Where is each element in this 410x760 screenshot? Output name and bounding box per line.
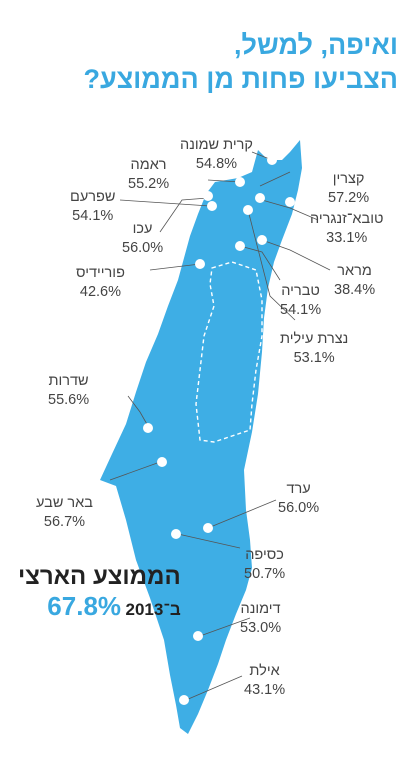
place-value: 42.6% (79, 284, 122, 300)
city-dot-nazareth-illit (243, 205, 253, 215)
city-dot-fureidis (195, 259, 205, 269)
label-nazareth-illit: נצרת עילית 53.1% (280, 330, 348, 368)
place-name: באר שבע (36, 495, 93, 511)
label-sderot: שדרות 55.6% (48, 372, 89, 410)
place-name: דימונה (240, 601, 281, 617)
place-value: 38.4% (334, 282, 376, 298)
leader-line (239, 245, 281, 281)
city-dot-eilat (179, 695, 189, 705)
place-value: 55.6% (48, 392, 90, 408)
place-value: 55.2% (128, 176, 170, 192)
leader-line (177, 533, 241, 549)
city-dot-arad (203, 523, 213, 533)
place-value: 56.0% (122, 240, 164, 256)
city-dot-sderot (143, 423, 153, 433)
city-dot-akko (203, 191, 213, 201)
leader-line (127, 395, 149, 427)
page-title: ואיפה, למשל, הצביעו פחות מן הממוצע? (84, 28, 398, 96)
leader-line (109, 461, 161, 481)
label-eilat: אילת 43.1% (244, 662, 285, 700)
place-name: ערד (286, 481, 311, 497)
place-value: 57.2% (328, 190, 370, 206)
leader-line (259, 171, 291, 187)
city-dot-tuba-zangariyye (285, 197, 295, 207)
place-value: 54.8% (195, 156, 238, 172)
west-bank-border (195, 261, 263, 443)
place-name: אילת (249, 663, 280, 679)
city-dot-kuseife (171, 529, 181, 539)
label-tuba-zangariyye: טובא־זנגריה 33.1% (310, 210, 383, 248)
place-value: 50.7% (244, 566, 286, 582)
place-name: שדרות (48, 373, 89, 389)
label-maghar: מראר 38.4% (334, 262, 375, 300)
leader-line (247, 209, 296, 321)
place-name: טובא־זנגריה (310, 211, 384, 227)
label-rama: ראמה 55.2% (128, 156, 169, 194)
place-name: נצרת עילית (280, 331, 349, 347)
leader-line (185, 675, 243, 701)
place-value: 53.1% (293, 350, 335, 366)
place-value: 56.0% (278, 500, 320, 516)
leader-line (159, 197, 209, 233)
leader-line (149, 263, 201, 271)
label-fureidis: פוריידיס 42.6% (76, 264, 125, 302)
city-dot-tiberias (235, 241, 245, 251)
city-dot-beersheba (157, 457, 167, 467)
label-katzrin: קצרין 57.2% (328, 170, 369, 208)
connector-lines (109, 151, 331, 701)
national-average-year: ב־2013 (125, 600, 181, 619)
place-value: 53.0% (240, 620, 282, 636)
label-beersheba: באר שבע 56.7% (36, 494, 93, 532)
leader-line (261, 239, 331, 271)
label-shfaram: שפרעם 54.1% (70, 188, 115, 226)
city-dot-kiryat-shmona (267, 155, 277, 165)
place-value: 33.1% (326, 230, 368, 246)
city-dot-shfaram (207, 201, 217, 211)
leader-line (119, 199, 211, 207)
place-name: שפרעם (70, 189, 116, 205)
leader-line (207, 179, 241, 183)
place-value: 54.1% (72, 208, 114, 224)
city-dot-maghar (257, 235, 267, 245)
leader-line (207, 499, 277, 529)
label-kuseife: כסיפה 50.7% (244, 546, 285, 584)
country-shape (100, 140, 302, 734)
title-line-1: ואיפה, למשל, (234, 30, 398, 60)
label-dimona: דימונה 53.0% (240, 600, 281, 638)
national-average: הממוצע הארצי ב־2013 67.8% (18, 563, 181, 622)
leader-line (261, 199, 319, 221)
place-name: קרית שמונה (180, 137, 253, 153)
national-average-row: ב־2013 67.8% (18, 591, 181, 622)
place-name: ראמה (130, 157, 167, 173)
city-dot-dimona (193, 631, 203, 641)
place-name: קצרין (332, 171, 365, 187)
label-tiberias: טבריה 54.1% (280, 282, 321, 320)
place-name: עכו (132, 221, 153, 237)
place-name: כסיפה (245, 547, 284, 563)
national-average-value: 67.8% (47, 591, 122, 621)
city-dots (143, 155, 295, 705)
place-name: טבריה (281, 283, 320, 299)
label-akko: עכו 56.0% (122, 220, 163, 258)
place-value: 56.7% (43, 514, 86, 530)
place-value: 43.1% (244, 682, 286, 698)
city-dot-rama (235, 177, 245, 187)
label-kiryat-shmona: קרית שמונה 54.8% (180, 136, 253, 174)
place-value: 54.1% (280, 302, 322, 318)
city-dot-katzrin (255, 193, 265, 203)
leader-line (199, 617, 251, 637)
place-name: פוריידיס (76, 265, 125, 281)
national-average-label: הממוצע הארצי (18, 563, 181, 590)
title-line-2: הצביעו פחות מן הממוצע? (83, 64, 398, 94)
place-name: מראר (337, 263, 372, 279)
label-arad: ערד 56.0% (278, 480, 319, 518)
